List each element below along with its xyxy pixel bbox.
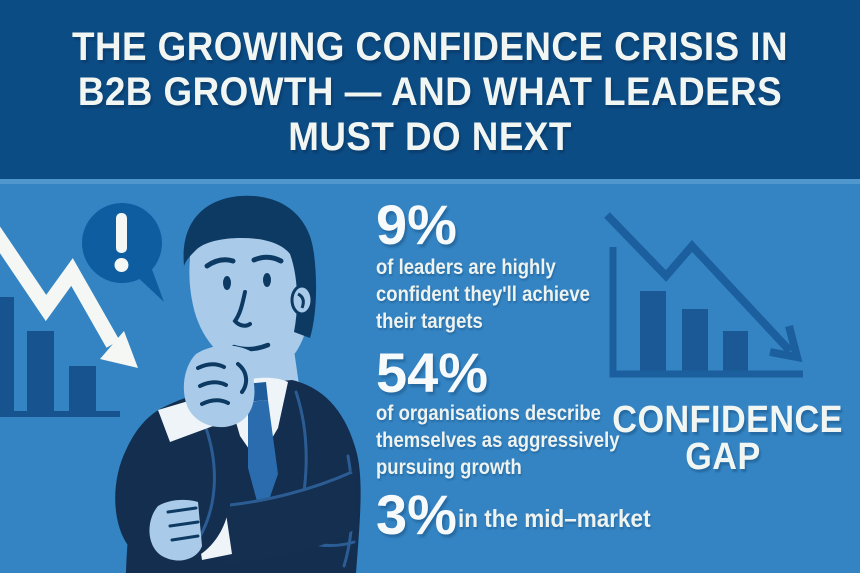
stat-2-line-2: themselves as aggressively xyxy=(376,429,620,452)
title-line-2: B2B GROWTH — AND WHAT LEADERS xyxy=(77,70,783,114)
page-title: THE GROWING CONFIDENCE CRISIS IN B2B GRO… xyxy=(34,25,825,160)
confidence-gap-label: CONFIDENCE GAP xyxy=(612,399,843,478)
header-band xyxy=(0,0,860,179)
right-eye xyxy=(263,273,271,287)
stat-2-line-1: of organisations describe xyxy=(376,402,601,425)
hair xyxy=(183,195,317,338)
fist-finger-lines xyxy=(196,362,249,406)
stat-1-value: 9% xyxy=(376,193,457,256)
downtrend-arrow-icon xyxy=(0,226,138,368)
alert-speech-bubble-icon xyxy=(82,203,164,302)
title-line-3: MUST DO NEXT xyxy=(288,115,572,159)
title-line-1: THE GROWING CONFIDENCE CRISIS IN xyxy=(72,25,788,69)
stat-3-value: 3% xyxy=(376,483,457,546)
crossed-arm xyxy=(214,468,356,564)
declining-line-chart-icon xyxy=(604,212,803,378)
stat-1-line-3: their targets xyxy=(376,310,483,333)
stat-1-line-1: of leaders are highly xyxy=(376,256,556,279)
gap-line-1: CONFIDENCE xyxy=(612,399,843,441)
raised-arm xyxy=(115,394,234,565)
tie-blade xyxy=(248,400,278,520)
stat-3-description: in the mid–market xyxy=(458,505,651,533)
stat-2-value: 54% xyxy=(376,341,489,404)
stat-2-line-3: pursuing growth xyxy=(376,456,522,479)
declining-bar-chart-icon xyxy=(0,297,120,417)
gap-line-2: GAP xyxy=(685,436,761,478)
header-divider xyxy=(0,179,860,184)
stat-1-description: of leaders are highly confident they'll … xyxy=(376,254,590,335)
left-eye xyxy=(223,276,231,290)
cradling-hand xyxy=(149,499,202,561)
stat-2-description: of organisations describe themselves as … xyxy=(376,400,619,481)
worried-businessman-illustration xyxy=(115,195,361,573)
stat-1-line-2: confident they'll achieve xyxy=(376,283,590,306)
